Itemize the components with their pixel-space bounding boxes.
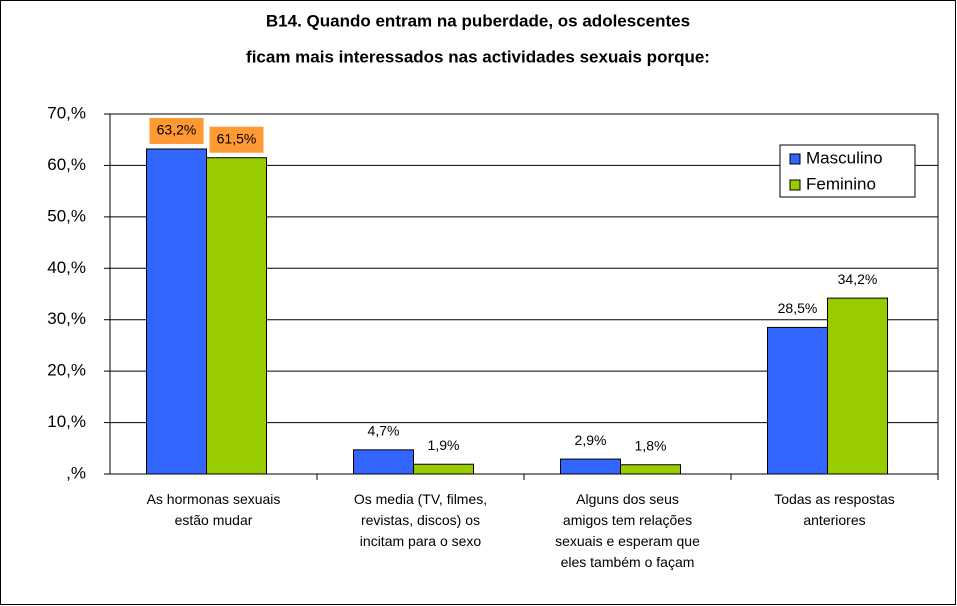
- value-label: 34,2%: [838, 271, 878, 287]
- y-tick-label: 20,%: [47, 361, 86, 380]
- value-label: 28,5%: [778, 300, 818, 316]
- x-tick-label: Os media (TV, filmes, revistas, discos) o…: [354, 491, 487, 549]
- y-tick-label: 70,%: [47, 103, 86, 122]
- bar: [767, 326, 828, 475]
- bar: [560, 458, 621, 475]
- bar: [413, 463, 474, 475]
- legend-swatch: [789, 153, 801, 165]
- value-label-background: [209, 126, 264, 153]
- bar: [353, 449, 414, 475]
- bar: [827, 297, 888, 475]
- x-tick-label: Todas as respostas anteriores: [774, 491, 895, 528]
- x-tick-label: As hormonas sexuais estão mudar: [147, 491, 281, 528]
- y-tick-label: ,%: [66, 463, 86, 482]
- value-label: 63,2%: [157, 122, 197, 138]
- chart-title: B14. Quando entram na puberdade, os adol…: [266, 11, 690, 30]
- legend-label: Feminino: [806, 174, 876, 193]
- chart-title: ficam mais interessados nas actividades …: [246, 47, 710, 66]
- y-tick-label: 40,%: [47, 258, 86, 277]
- value-label: 2,9%: [575, 432, 607, 448]
- y-tick-label: 10,%: [47, 412, 86, 431]
- y-tick-label: 60,%: [47, 155, 86, 174]
- bar: [146, 148, 207, 475]
- legend-swatch: [789, 179, 801, 191]
- x-tick-label: Alguns dos seus amigos tem relações sexuai…: [555, 491, 700, 570]
- value-label: 1,8%: [635, 437, 667, 453]
- value-label: 4,7%: [368, 423, 400, 439]
- value-label: 1,9%: [428, 437, 460, 453]
- bar: [620, 464, 681, 475]
- y-tick-label: 50,%: [47, 206, 86, 225]
- y-tick-label: 30,%: [47, 309, 86, 328]
- legend-box: [779, 144, 916, 198]
- value-label-background: [149, 117, 204, 144]
- value-label: 61,5%: [217, 130, 257, 146]
- bar: [206, 157, 267, 475]
- legend-label: Masculino: [806, 148, 883, 167]
